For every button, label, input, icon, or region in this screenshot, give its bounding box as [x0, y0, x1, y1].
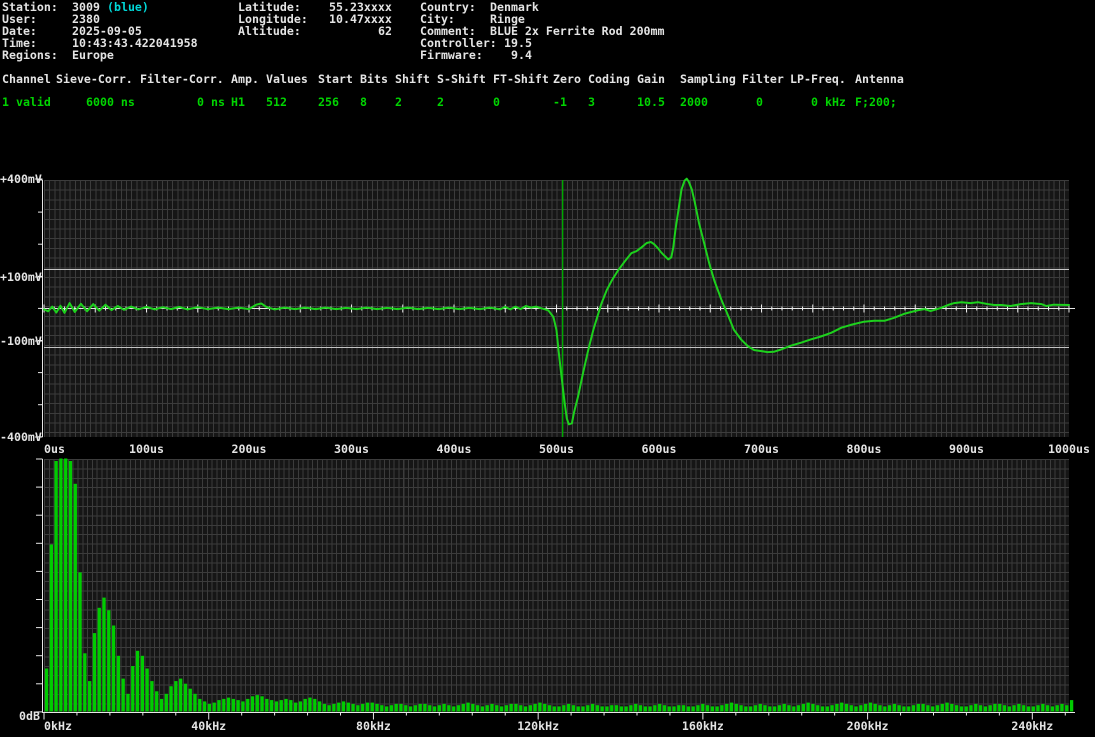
info-text: Time: [2, 36, 37, 50]
table-row-cell: 2 [395, 95, 402, 109]
table-row-cell: -1 [553, 95, 567, 109]
waveform-x-tick-label: 300us [334, 442, 369, 456]
info-text: (blue) [107, 0, 149, 14]
spectrum-x-tick-label: 80kHz [355, 719, 391, 733]
info-text: Date: [2, 24, 37, 38]
waveform-y-tick-label: +400mV [0, 172, 42, 186]
table-row-cell: 0 [756, 95, 763, 109]
spectrum-bar [1069, 700, 1074, 712]
table-header-cell: Coding [588, 72, 630, 86]
info-text: Latitude: [238, 0, 301, 14]
waveform-x-tick-label: 900us [949, 442, 984, 456]
info-text: 3009 [72, 0, 100, 14]
table-row-cell: 3 [588, 95, 595, 109]
spectrum-plot-grid [44, 459, 1069, 712]
spectrum-x-tick-label: 40kHz [191, 719, 227, 733]
table-row-cell: F;200; [855, 95, 897, 109]
waveform-y-tick-label: +100mV [0, 270, 42, 284]
table-row-cell: 1 valid [2, 95, 51, 109]
info-text: User: [2, 12, 37, 26]
table-header-cell: Gain [637, 72, 665, 86]
info-text: 19.5 [504, 36, 532, 50]
waveform-x-tick-label: 800us [846, 442, 882, 456]
table-header-cell: Antenna [855, 72, 904, 86]
info-text: Longitude: [238, 12, 308, 26]
info-text: City: [420, 12, 455, 26]
table-header-cell: Filter-Corr. [140, 72, 224, 86]
info-text: 10:43:43.422041958 [72, 36, 198, 50]
info-text: Comment: [420, 24, 476, 38]
table-header-cell: Values [266, 72, 308, 86]
table-row-cell: 2000 [680, 95, 708, 109]
table-row-cell: 256 [318, 95, 339, 109]
info-text: Denmark [490, 0, 539, 14]
table-header-cell: Amp. [231, 72, 259, 86]
info-text: Country: [420, 0, 476, 14]
table-row-cell: 0 ns [197, 95, 225, 109]
table-header-cell: LP-Freq. [790, 72, 846, 86]
info-text: 62 [378, 24, 392, 38]
table-header-cell: Zero [553, 72, 581, 86]
info-text: Europe [72, 48, 114, 62]
table-header-cell: Sampling [680, 72, 736, 86]
waveform-x-tick-label: 1000us [1048, 442, 1090, 456]
table-row-cell: 6000 ns [86, 95, 135, 109]
info-text: 9.4 [511, 48, 532, 62]
table-header-cell: Bits [360, 72, 388, 86]
table-row-cell: 2 [437, 95, 444, 109]
info-text: Station: [2, 0, 58, 14]
info-text: 10.47xxxx [329, 12, 392, 26]
info-text: BLUE 2x Ferrite Rod 200mm [490, 24, 665, 38]
spectrum-x-tick-label: 200kHz [846, 719, 889, 733]
table-row-cell: 0 kHz [811, 95, 846, 109]
info-text: Regions: [2, 48, 58, 62]
info-text: 2380 [72, 12, 100, 26]
spectrum-x-tick-label: 120kHz [517, 719, 560, 733]
table-header-cell: Sieve-Corr. [56, 72, 133, 86]
table-header-cell: S-Shift [437, 72, 486, 86]
table-header-cell: Filter [742, 72, 784, 86]
table-row-cell: 8 [360, 95, 367, 109]
info-text: 55.23xxxx [329, 0, 392, 14]
waveform-y-tick-label: -100mV [0, 334, 42, 348]
waveform-y-tick-label: -400mV [0, 430, 42, 444]
spectrum-x-tick-label: 160kHz [681, 719, 724, 733]
waveform-plot-grid [44, 180, 1069, 437]
table-row-cell: H1 [231, 95, 245, 109]
waveform-x-tick-label: 700us [744, 442, 779, 456]
spectrum-x-tick-label: 240kHz [1011, 719, 1054, 733]
table-row-cell: 10.5 [637, 95, 665, 109]
info-text: Altitude: [238, 24, 301, 38]
table-header-cell: Channel [2, 72, 51, 86]
table-header-cell: Shift [395, 72, 430, 86]
waveform-x-tick-label: 0us [44, 442, 65, 456]
info-text: Controller: [420, 36, 497, 50]
waveform-x-tick-label: 400us [436, 442, 472, 456]
table-header-cell: Start [318, 72, 353, 86]
table-header-cell: FT-Shift [493, 72, 549, 86]
table-row-cell: 512 [266, 95, 287, 109]
waveform-x-tick-label: 600us [641, 442, 677, 456]
waveform-x-tick-label: 500us [539, 442, 574, 456]
table-row-cell: 0 [493, 95, 500, 109]
info-text: 2025-09-05 [72, 24, 142, 38]
waveform-x-tick-label: 100us [129, 442, 164, 456]
info-text: Ringe [490, 12, 525, 26]
waveform-x-tick-label: 200us [231, 442, 267, 456]
info-text: Firmware: [420, 48, 483, 62]
spectrum-x-tick-label: 0kHz [44, 719, 72, 733]
spectrum-y-axis-label: 0dB [19, 709, 40, 723]
